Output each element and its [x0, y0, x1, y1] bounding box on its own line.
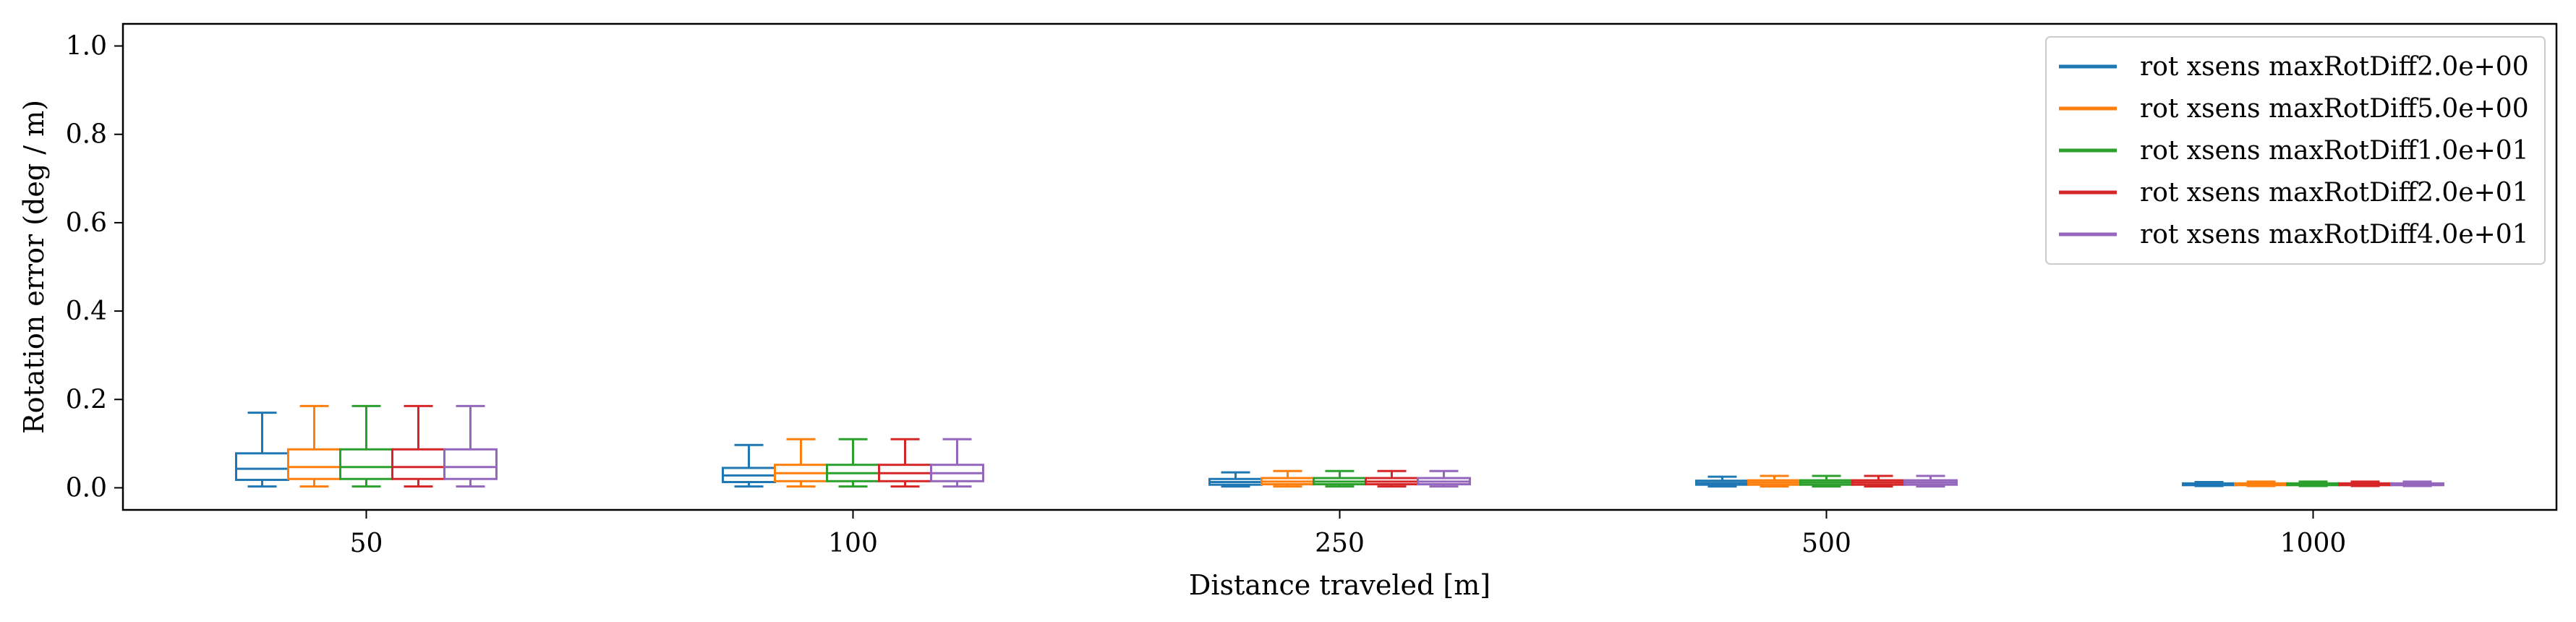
x-tick-label: 100	[828, 529, 878, 558]
legend: rot xsens maxRotDiff2.0e+00 rot xsens max…	[2045, 36, 2546, 265]
x-axis-title: Distance traveled [m]	[1189, 569, 1490, 601]
x-tick-label: 250	[1315, 529, 1365, 558]
legend-frame	[2045, 36, 2546, 265]
box-1-0	[287, 404, 341, 488]
box-4-0	[443, 404, 498, 488]
y-tick-label: 1.0	[66, 32, 107, 61]
box-2-3	[1799, 474, 1854, 488]
box-2-2	[1313, 469, 1367, 488]
box-1-4	[2234, 480, 2288, 487]
legend-label: rot xsens maxRotDiff2.0e+01	[2140, 178, 2529, 208]
box-0-0	[235, 412, 289, 488]
box-1-2	[1261, 469, 1315, 488]
y-tick-label: 0.0	[66, 473, 107, 503]
box-body	[443, 448, 498, 480]
box-4-4	[2390, 480, 2444, 487]
legend-label: rot xsens maxRotDiff4.0e+01	[2140, 220, 2529, 250]
box-0-4	[2182, 481, 2236, 487]
x-tick-label: 1000	[2280, 529, 2347, 558]
legend-label: rot xsens maxRotDiff1.0e+01	[2140, 136, 2529, 166]
legend-label: rot xsens maxRotDiff2.0e+00	[2140, 52, 2529, 82]
box-2-4	[2286, 480, 2340, 487]
x-tick-label: 500	[1801, 529, 1851, 558]
plot-area: 0.0 0.2 0.4 0.6 0.8 1.0 50 100 250 500 1000	[66, 22, 2558, 558]
legend-label: rot xsens maxRotDiff5.0e+00	[2140, 94, 2529, 124]
y-tick-label: 0.4	[66, 297, 107, 326]
y-tick-label: 0.6	[66, 208, 107, 238]
box-4-1	[930, 438, 984, 488]
box-4-3	[1903, 474, 1958, 488]
x-tick-label: 50	[350, 529, 383, 558]
y-tick-label: 0.8	[66, 120, 107, 150]
y-tick-label: 0.2	[66, 385, 107, 414]
y-axis-title: Rotation error (deg / m)	[18, 100, 50, 434]
box-4-2	[1417, 469, 1471, 488]
